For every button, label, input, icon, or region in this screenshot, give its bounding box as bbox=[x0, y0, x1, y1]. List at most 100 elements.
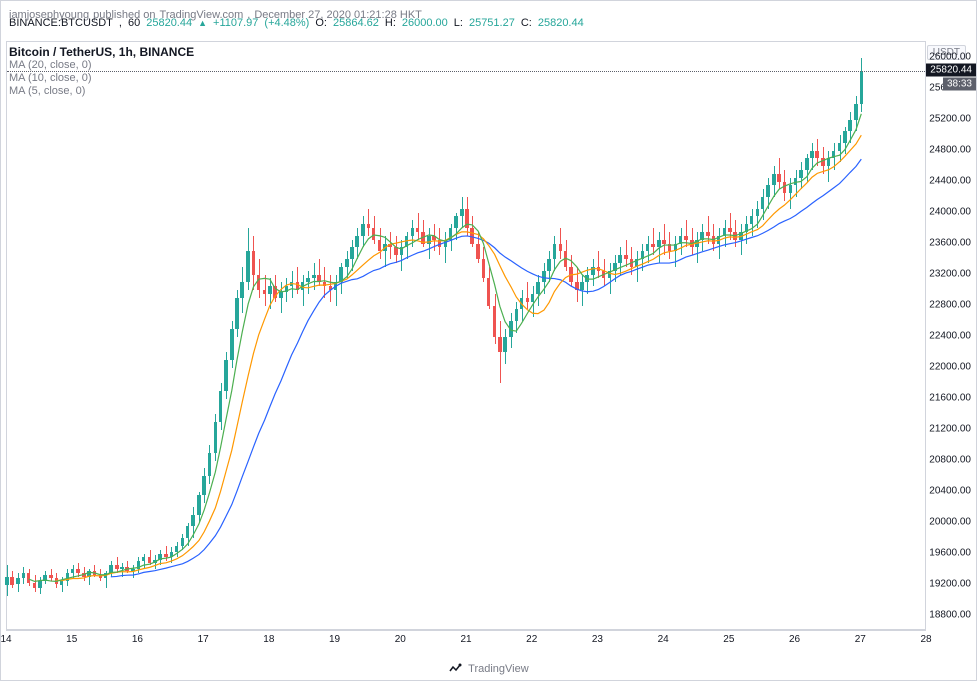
candle-body bbox=[137, 561, 141, 569]
y-tick-label: 21600.00 bbox=[929, 392, 971, 403]
candle-body bbox=[789, 185, 793, 193]
candle-body bbox=[602, 271, 606, 279]
candle-body bbox=[158, 554, 162, 560]
candle-body bbox=[181, 538, 185, 546]
candle-body bbox=[608, 271, 612, 279]
candle-body bbox=[860, 71, 864, 104]
candle-body bbox=[580, 282, 584, 290]
candle-body bbox=[482, 259, 486, 278]
candle-wick bbox=[610, 263, 611, 294]
y-tick-label: 20800.00 bbox=[929, 454, 971, 465]
x-tick-label: 22 bbox=[526, 634, 537, 645]
candle-body bbox=[400, 247, 404, 255]
candle-body bbox=[564, 251, 568, 267]
candle-body bbox=[240, 282, 244, 298]
candle-body bbox=[531, 294, 535, 302]
open: 25864.62 bbox=[333, 17, 379, 29]
candle-body bbox=[657, 240, 661, 248]
footer-text: TradingView bbox=[468, 663, 529, 675]
candle-body bbox=[662, 240, 666, 244]
candle-body bbox=[49, 575, 53, 578]
candle-body bbox=[378, 240, 382, 252]
candle-body bbox=[470, 228, 474, 244]
candle-wick bbox=[828, 151, 829, 182]
candle-body bbox=[219, 391, 223, 422]
candle-body bbox=[125, 567, 129, 570]
candle-body bbox=[279, 292, 283, 298]
candle-body bbox=[71, 569, 75, 573]
candle-body bbox=[613, 263, 617, 271]
candle-body bbox=[263, 290, 267, 294]
candle-body bbox=[569, 267, 573, 283]
candle-body bbox=[191, 515, 195, 527]
change-pct: (+4.48%) bbox=[264, 17, 309, 29]
candle-body bbox=[257, 275, 261, 291]
candle-body bbox=[367, 224, 371, 228]
candle-body bbox=[99, 575, 103, 578]
y-tick-label: 24400.00 bbox=[929, 175, 971, 186]
candle-body bbox=[388, 244, 392, 248]
candle-body bbox=[120, 567, 124, 569]
candle-body bbox=[411, 228, 415, 236]
candle-body bbox=[175, 546, 179, 552]
y-tick-label: 20400.00 bbox=[929, 485, 971, 496]
x-tick-label: 19 bbox=[329, 634, 340, 645]
candle-body bbox=[214, 422, 218, 453]
candle-body bbox=[427, 236, 431, 244]
info-bar: BINANCE:BTCUSDT, 60 25820.44 ▲ +1107.97 … bbox=[9, 17, 926, 29]
candle-body bbox=[515, 309, 519, 321]
candle-body bbox=[854, 104, 858, 120]
candle-body bbox=[334, 282, 338, 290]
candle-body bbox=[43, 575, 47, 580]
y-tick-label: 20000.00 bbox=[929, 516, 971, 527]
candle-body bbox=[142, 557, 146, 561]
candle-body bbox=[82, 573, 86, 577]
candle-body bbox=[197, 495, 201, 514]
candle-wick bbox=[582, 275, 583, 306]
candle-body bbox=[444, 240, 448, 248]
candle-wick bbox=[598, 251, 599, 278]
candle-wick bbox=[637, 251, 638, 282]
candle-body bbox=[674, 244, 678, 252]
candle-body bbox=[5, 577, 9, 585]
candle-body bbox=[723, 228, 727, 236]
close-label: C: bbox=[521, 17, 532, 29]
up-arrow-icon: ▲ bbox=[198, 18, 207, 28]
candle-wick bbox=[686, 220, 687, 247]
x-tick-label: 26 bbox=[789, 634, 800, 645]
y-tick-label: 19200.00 bbox=[929, 578, 971, 589]
candle-wick bbox=[527, 282, 528, 309]
candle-body bbox=[821, 158, 825, 166]
candle-body bbox=[526, 298, 530, 302]
candle-body bbox=[394, 247, 398, 255]
candle-wick bbox=[730, 213, 731, 240]
open-label: O: bbox=[315, 17, 327, 29]
candle-body bbox=[285, 286, 289, 291]
candle-wick bbox=[626, 240, 627, 267]
candle-wick bbox=[708, 216, 709, 243]
candle-wick bbox=[133, 565, 134, 578]
candle-body bbox=[109, 565, 113, 573]
candle-body bbox=[208, 453, 212, 476]
exchange-symbol: BINANCE:BTCUSDT bbox=[9, 17, 113, 29]
candle-body bbox=[542, 271, 546, 283]
candle-body bbox=[745, 224, 749, 232]
low: 25751.27 bbox=[469, 17, 515, 29]
x-tick-label: 17 bbox=[198, 634, 209, 645]
x-tick-label: 21 bbox=[460, 634, 471, 645]
x-tick-label: 14 bbox=[0, 634, 11, 645]
price-tag: 25820.44 bbox=[926, 64, 976, 77]
low-label: L: bbox=[454, 17, 463, 29]
candle-wick bbox=[336, 275, 337, 306]
candle-body bbox=[202, 476, 206, 495]
interval: 60 bbox=[128, 17, 140, 29]
candle-body bbox=[383, 244, 387, 252]
y-tick-label: 23200.00 bbox=[929, 268, 971, 279]
chart-area[interactable] bbox=[6, 41, 926, 630]
y-tick-label: 23600.00 bbox=[929, 237, 971, 248]
y-axis[interactable]: 18800.0019200.0019600.0020000.0020400.00… bbox=[926, 41, 976, 630]
x-tick-label: 16 bbox=[132, 634, 143, 645]
candle-body bbox=[498, 337, 502, 353]
candle-body bbox=[591, 267, 595, 275]
x-axis[interactable]: 141516171819202122232425262728 bbox=[6, 630, 926, 655]
